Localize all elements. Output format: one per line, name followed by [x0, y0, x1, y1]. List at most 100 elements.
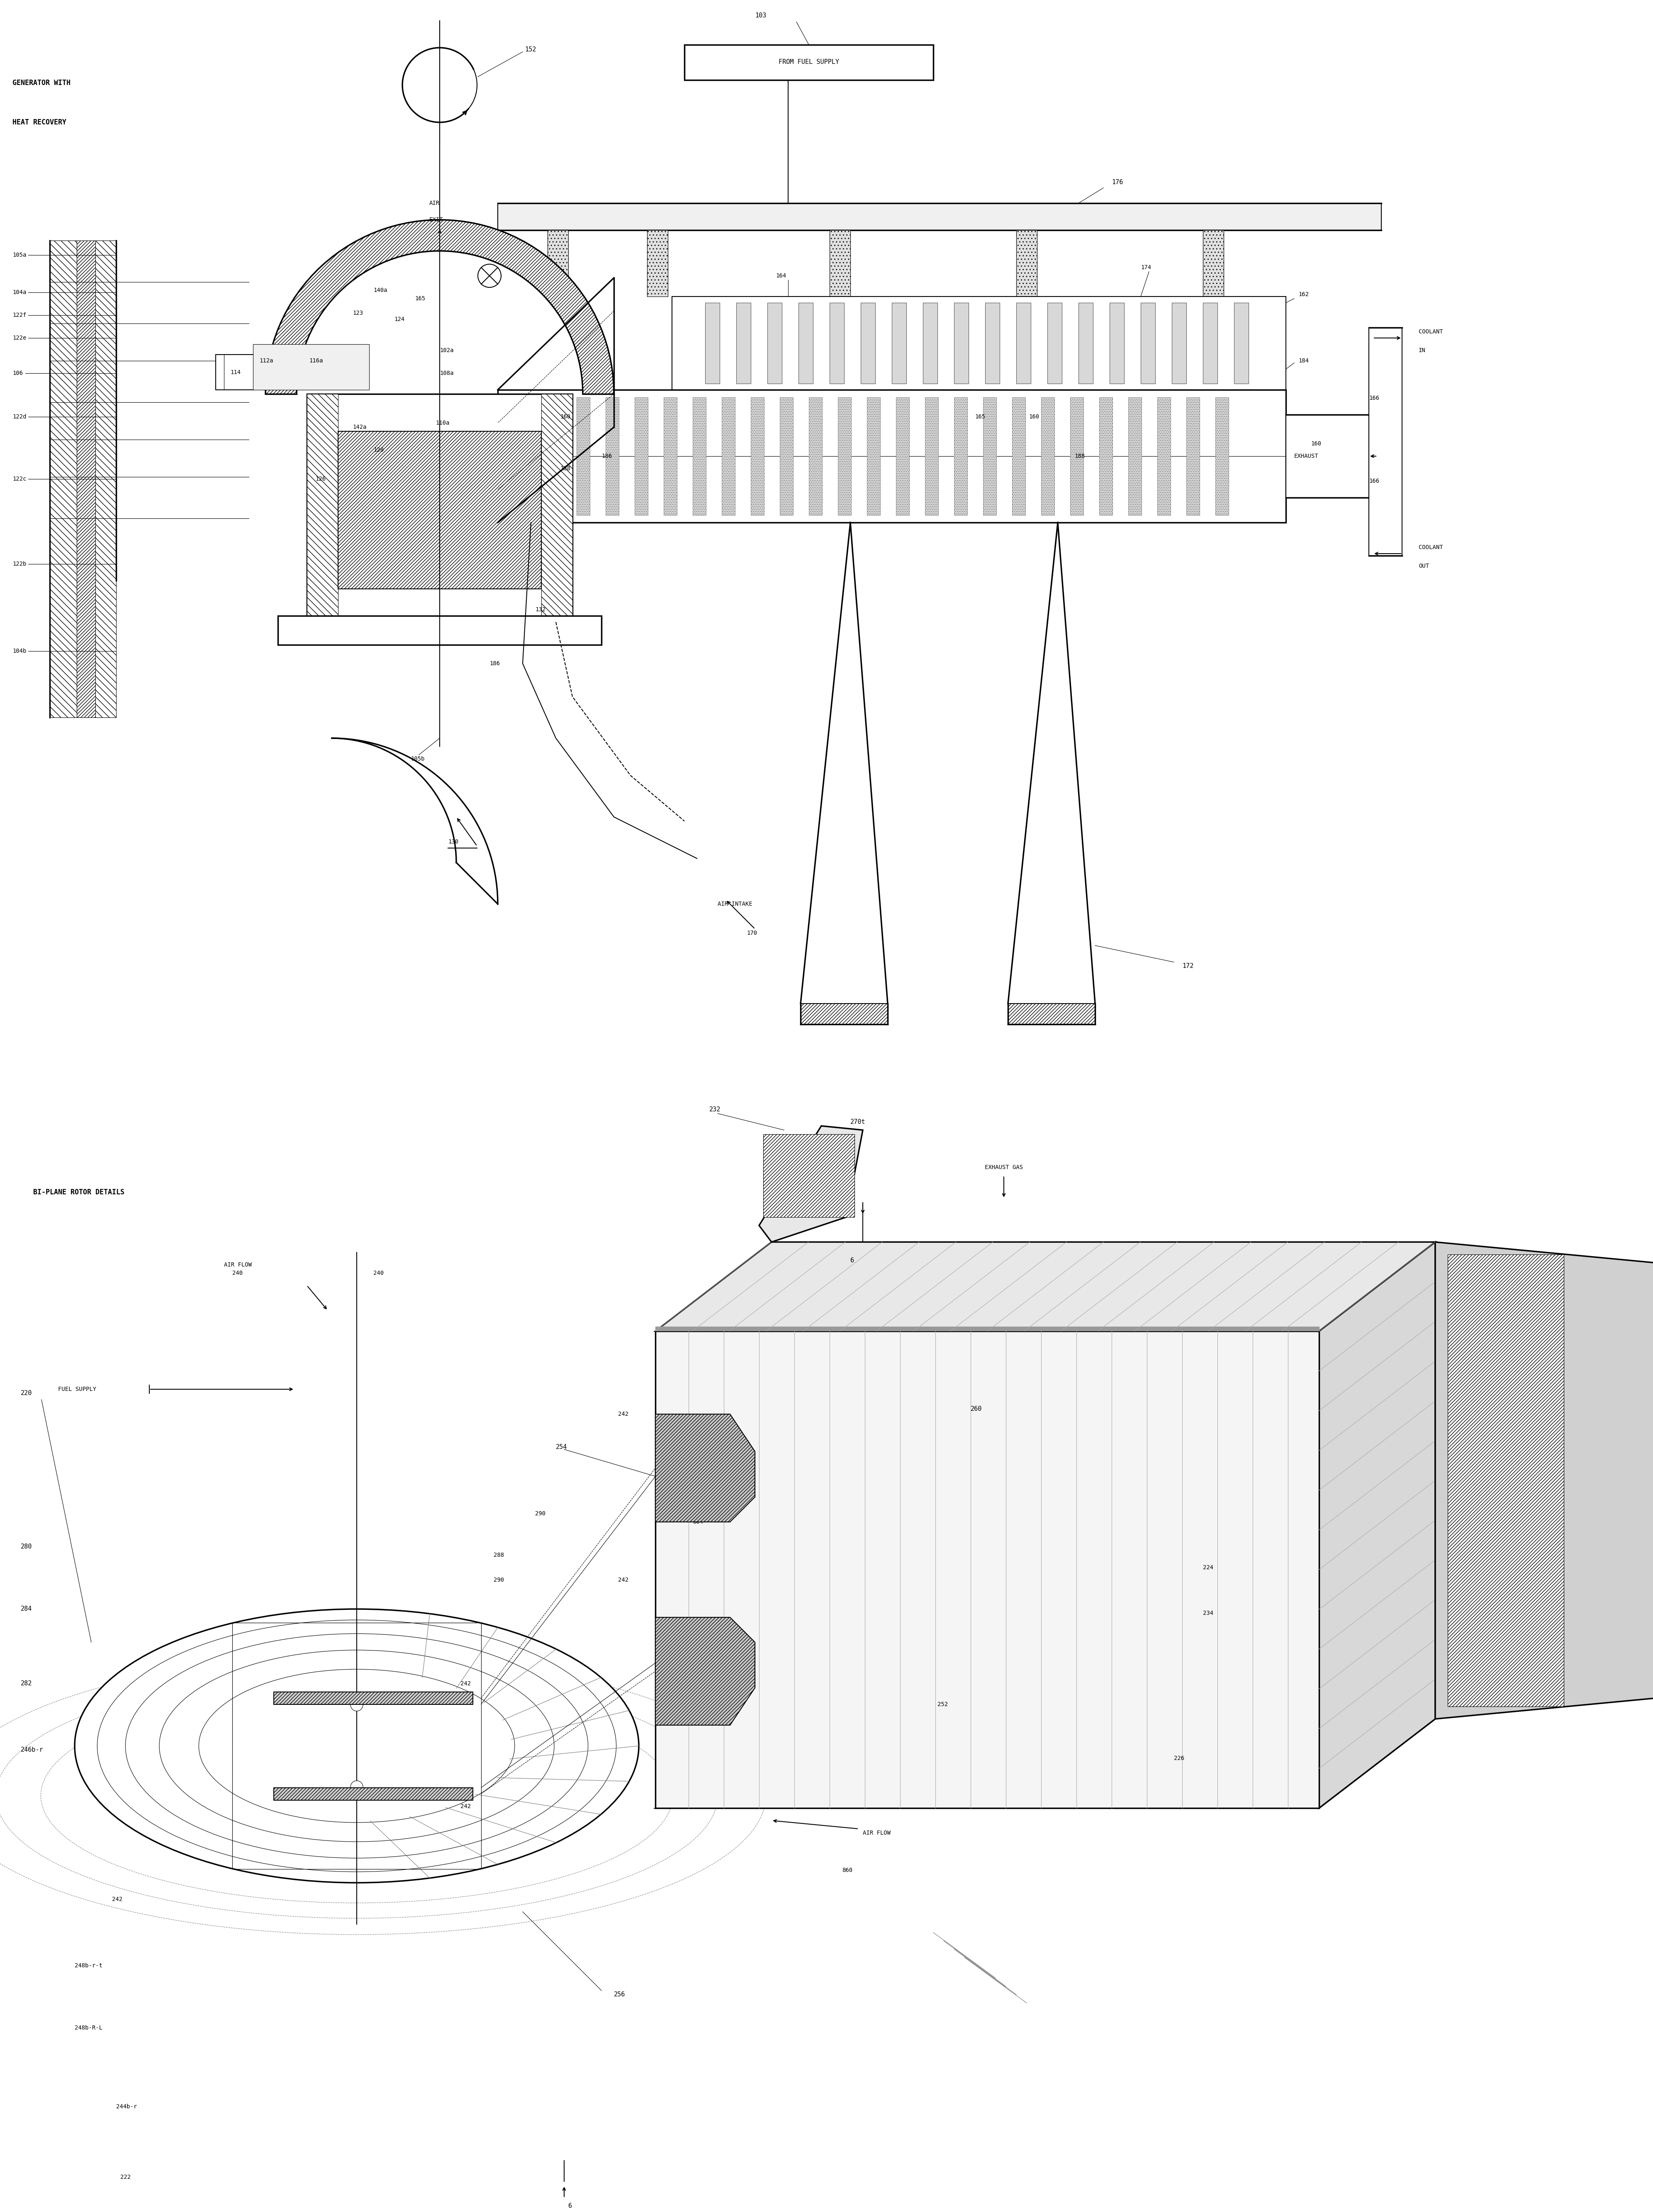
- Bar: [922, 303, 937, 383]
- Text: 226: 226: [1174, 1756, 1184, 1761]
- Text: 104a: 104a: [13, 290, 26, 294]
- Text: 244b-r: 244b-r: [116, 2104, 137, 2110]
- Text: 152: 152: [524, 46, 536, 53]
- Text: AIR: AIR: [430, 201, 440, 206]
- Bar: [96, 241, 116, 717]
- Bar: [635, 398, 648, 515]
- Text: 260: 260: [970, 1405, 982, 1411]
- Bar: [1141, 303, 1155, 383]
- Bar: [838, 398, 851, 515]
- Circle shape: [350, 1699, 364, 1712]
- Text: 140a: 140a: [374, 288, 387, 294]
- Text: 288: 288: [494, 1553, 504, 1557]
- Bar: [1099, 398, 1112, 515]
- Text: 284: 284: [21, 1606, 31, 1613]
- Text: EXHAUST: EXHAUST: [1294, 453, 1319, 460]
- Bar: [780, 398, 793, 515]
- Text: 166: 166: [1369, 478, 1379, 484]
- Text: 242: 242: [112, 1896, 122, 1902]
- Text: IN: IN: [1418, 347, 1425, 354]
- Text: 186: 186: [602, 453, 612, 460]
- Text: 254: 254: [555, 1444, 567, 1451]
- Polygon shape: [800, 522, 888, 1024]
- Text: 122f: 122f: [13, 312, 26, 319]
- Text: 122e: 122e: [13, 334, 26, 341]
- Polygon shape: [1008, 522, 1094, 1024]
- Bar: [1203, 230, 1223, 296]
- Bar: [673, 296, 1286, 389]
- Text: 242: 242: [618, 1577, 628, 1584]
- Text: 104b: 104b: [13, 648, 26, 655]
- Bar: [1017, 303, 1031, 383]
- Text: 290: 290: [536, 1511, 545, 1517]
- Bar: [274, 1692, 473, 1703]
- Bar: [646, 230, 668, 296]
- Text: COOLANT: COOLANT: [1418, 544, 1443, 551]
- Bar: [233, 1624, 481, 1869]
- Text: 220: 220: [21, 1391, 31, 1396]
- Text: 240: 240: [374, 1270, 383, 1276]
- Bar: [896, 398, 909, 515]
- Text: 6: 6: [850, 1259, 855, 1263]
- Text: OUT: OUT: [1418, 564, 1430, 568]
- Polygon shape: [1435, 1241, 1653, 1719]
- Bar: [605, 398, 618, 515]
- Bar: [798, 303, 813, 383]
- Text: AIR FLOW: AIR FLOW: [863, 1829, 891, 1836]
- Text: 160: 160: [1311, 440, 1321, 447]
- Bar: [1109, 303, 1124, 383]
- Bar: [1078, 303, 1093, 383]
- Text: 132: 132: [536, 606, 545, 613]
- Text: 170: 170: [747, 931, 757, 936]
- Text: 240: 240: [233, 1270, 243, 1276]
- Text: FROM FUEL SUPPLY: FROM FUEL SUPPLY: [779, 60, 840, 66]
- Bar: [1172, 303, 1187, 383]
- Text: 105a: 105a: [13, 252, 26, 259]
- Bar: [1041, 398, 1055, 515]
- Text: 232: 232: [709, 1106, 721, 1113]
- Polygon shape: [655, 1719, 1435, 1807]
- Text: 128: 128: [374, 447, 383, 453]
- Text: 122b: 122b: [13, 562, 26, 566]
- Text: 290: 290: [494, 1577, 504, 1584]
- Polygon shape: [655, 1413, 755, 1522]
- Polygon shape: [759, 1126, 863, 1241]
- Text: 242: 242: [461, 1803, 471, 1809]
- Text: 112a: 112a: [260, 358, 273, 363]
- Text: 860: 860: [841, 1867, 853, 1874]
- Text: 248a: 248a: [709, 1449, 724, 1453]
- Text: 123: 123: [352, 310, 364, 316]
- Text: 160: 160: [560, 414, 570, 420]
- Text: 174: 174: [1141, 265, 1150, 270]
- Bar: [1048, 303, 1061, 383]
- Text: 270t: 270t: [850, 1119, 866, 1126]
- Text: 122c: 122c: [13, 476, 26, 482]
- Bar: [1448, 1254, 1564, 1705]
- Text: 242: 242: [461, 1681, 471, 1686]
- Bar: [1235, 303, 1248, 383]
- Polygon shape: [655, 1241, 1435, 1332]
- Text: 222: 222: [121, 2174, 131, 2181]
- Polygon shape: [1319, 1241, 1435, 1807]
- Text: 124: 124: [393, 316, 405, 323]
- Text: 176: 176: [1112, 179, 1122, 186]
- Bar: [684, 44, 934, 80]
- Text: 282: 282: [21, 1681, 31, 1688]
- Bar: [339, 431, 541, 588]
- Bar: [926, 398, 939, 515]
- Text: GENERATOR WITH: GENERATOR WITH: [13, 80, 71, 86]
- Bar: [274, 1787, 473, 1801]
- Bar: [278, 615, 602, 646]
- Bar: [1129, 398, 1142, 515]
- Text: 172: 172: [1182, 962, 1193, 969]
- Text: AIR INTAKE: AIR INTAKE: [717, 900, 752, 907]
- Text: 6: 6: [569, 2203, 572, 2210]
- Text: 165: 165: [975, 414, 985, 420]
- Bar: [1012, 398, 1025, 515]
- Polygon shape: [266, 219, 613, 394]
- Bar: [50, 241, 76, 717]
- Bar: [665, 398, 678, 515]
- Text: COOLANT: COOLANT: [1418, 330, 1443, 334]
- Text: 114: 114: [230, 369, 241, 376]
- Text: 165: 165: [415, 296, 425, 301]
